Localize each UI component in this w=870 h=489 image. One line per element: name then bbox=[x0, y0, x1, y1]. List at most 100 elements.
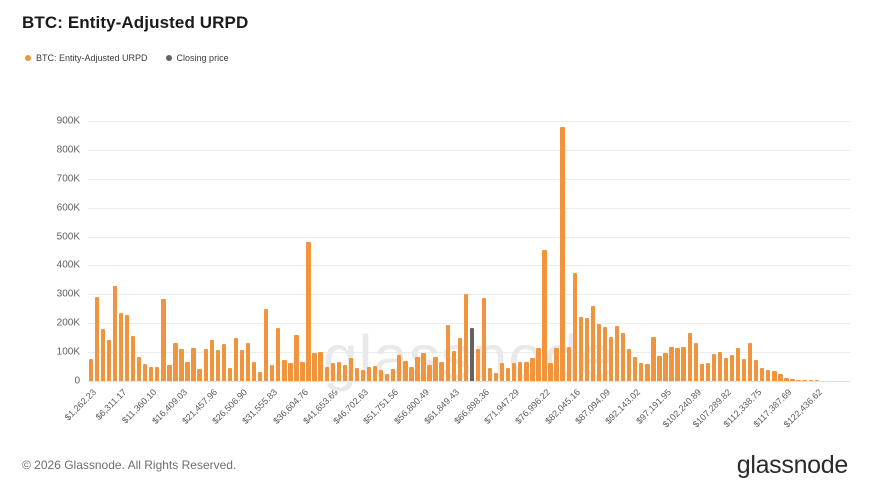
urpd-bar[interactable] bbox=[754, 359, 759, 381]
urpd-bar[interactable] bbox=[251, 361, 257, 381]
urpd-bar[interactable] bbox=[300, 361, 305, 381]
urpd-bar[interactable] bbox=[475, 349, 481, 381]
urpd-bar[interactable] bbox=[614, 326, 620, 381]
urpd-bar[interactable] bbox=[681, 346, 686, 381]
urpd-bar[interactable] bbox=[723, 358, 729, 381]
closing-price-bar[interactable] bbox=[469, 328, 475, 381]
urpd-bar[interactable] bbox=[312, 353, 317, 381]
urpd-bar[interactable] bbox=[360, 370, 366, 381]
urpd-bar[interactable] bbox=[94, 296, 99, 381]
urpd-bar[interactable] bbox=[185, 361, 190, 381]
urpd-bar[interactable] bbox=[415, 356, 420, 381]
urpd-bar[interactable] bbox=[572, 273, 577, 381]
urpd-bar[interactable] bbox=[524, 362, 529, 381]
urpd-bar[interactable] bbox=[203, 348, 208, 381]
urpd-bar[interactable] bbox=[711, 354, 717, 381]
urpd-bar[interactable] bbox=[657, 355, 662, 381]
urpd-bar[interactable] bbox=[324, 366, 329, 381]
urpd-bar[interactable] bbox=[596, 324, 602, 381]
urpd-bar[interactable] bbox=[699, 363, 704, 381]
urpd-bar[interactable] bbox=[100, 328, 106, 381]
urpd-bar[interactable] bbox=[124, 314, 130, 381]
urpd-bar[interactable] bbox=[481, 298, 487, 381]
urpd-bar[interactable] bbox=[106, 340, 112, 381]
urpd-bar[interactable] bbox=[554, 348, 559, 381]
urpd-bar[interactable] bbox=[173, 342, 178, 381]
urpd-bar[interactable] bbox=[560, 127, 565, 381]
urpd-bar[interactable] bbox=[427, 365, 432, 381]
urpd-bar[interactable] bbox=[548, 363, 553, 381]
urpd-bar[interactable] bbox=[391, 369, 396, 381]
urpd-bar[interactable] bbox=[409, 366, 414, 381]
urpd-bar[interactable] bbox=[433, 356, 438, 381]
urpd-bar[interactable] bbox=[264, 308, 269, 381]
urpd-bar[interactable] bbox=[209, 340, 214, 381]
urpd-bar[interactable] bbox=[306, 241, 311, 381]
urpd-bar[interactable] bbox=[143, 363, 148, 381]
urpd-bar[interactable] bbox=[584, 318, 589, 381]
urpd-bar[interactable] bbox=[257, 371, 263, 381]
legend-item-urpd[interactable]: BTC: Entity-Adjusted URPD bbox=[25, 53, 148, 63]
urpd-bar[interactable] bbox=[294, 335, 299, 381]
urpd-bar[interactable] bbox=[239, 350, 245, 381]
urpd-bar[interactable] bbox=[221, 344, 227, 381]
urpd-bar[interactable] bbox=[130, 335, 136, 381]
urpd-bar[interactable] bbox=[372, 365, 378, 381]
urpd-bar[interactable] bbox=[167, 365, 172, 381]
urpd-bar[interactable] bbox=[808, 380, 813, 381]
urpd-bar[interactable] bbox=[179, 349, 184, 381]
urpd-bar[interactable] bbox=[760, 368, 765, 381]
urpd-bar[interactable] bbox=[288, 363, 293, 381]
urpd-bar[interactable] bbox=[536, 347, 541, 381]
urpd-bar[interactable] bbox=[530, 358, 535, 381]
urpd-bar[interactable] bbox=[215, 350, 220, 381]
urpd-bar[interactable] bbox=[741, 359, 747, 381]
urpd-bar[interactable] bbox=[578, 316, 583, 381]
urpd-bar[interactable] bbox=[385, 374, 390, 381]
urpd-bar[interactable] bbox=[590, 305, 596, 381]
urpd-bar[interactable] bbox=[318, 351, 323, 381]
urpd-bar[interactable] bbox=[790, 379, 795, 381]
urpd-bar[interactable] bbox=[276, 328, 281, 381]
urpd-bar[interactable] bbox=[354, 368, 360, 381]
urpd-bar[interactable] bbox=[191, 348, 196, 381]
urpd-bar[interactable] bbox=[161, 299, 166, 381]
urpd-bar[interactable] bbox=[669, 346, 674, 381]
urpd-bar[interactable] bbox=[270, 365, 275, 381]
urpd-bar[interactable] bbox=[729, 355, 735, 381]
urpd-bar[interactable] bbox=[451, 350, 456, 381]
urpd-bar[interactable] bbox=[802, 380, 807, 381]
urpd-bar[interactable] bbox=[118, 313, 124, 381]
urpd-bar[interactable] bbox=[112, 285, 118, 381]
urpd-bar[interactable] bbox=[796, 380, 801, 381]
urpd-bar[interactable] bbox=[675, 348, 680, 381]
urpd-bar[interactable] bbox=[282, 359, 287, 381]
urpd-bar[interactable] bbox=[645, 363, 650, 381]
urpd-bar[interactable] bbox=[342, 365, 348, 381]
urpd-bar[interactable] bbox=[705, 362, 710, 381]
urpd-bar[interactable] bbox=[542, 250, 547, 381]
urpd-bar[interactable] bbox=[336, 361, 341, 381]
urpd-bar[interactable] bbox=[233, 338, 239, 381]
urpd-bar[interactable] bbox=[663, 352, 668, 381]
urpd-bar[interactable] bbox=[566, 346, 571, 381]
urpd-bar[interactable] bbox=[748, 342, 753, 381]
urpd-bar[interactable] bbox=[457, 337, 462, 381]
urpd-bar[interactable] bbox=[421, 353, 426, 381]
urpd-bar[interactable] bbox=[633, 357, 638, 381]
urpd-bar[interactable] bbox=[608, 337, 614, 381]
legend-item-closing-price[interactable]: Closing price bbox=[165, 53, 229, 63]
urpd-bar[interactable] bbox=[772, 370, 777, 381]
urpd-bar[interactable] bbox=[149, 367, 154, 381]
urpd-bar[interactable] bbox=[693, 342, 698, 381]
urpd-bar[interactable] bbox=[639, 362, 644, 381]
urpd-bar[interactable] bbox=[348, 358, 354, 381]
urpd-bar[interactable] bbox=[506, 368, 511, 381]
urpd-bar[interactable] bbox=[463, 294, 469, 381]
urpd-bar[interactable] bbox=[766, 370, 771, 381]
urpd-bar[interactable] bbox=[620, 332, 626, 381]
urpd-bar[interactable] bbox=[518, 361, 523, 381]
urpd-bar[interactable] bbox=[784, 378, 789, 381]
urpd-bar[interactable] bbox=[445, 324, 450, 381]
urpd-bar[interactable] bbox=[687, 332, 692, 381]
